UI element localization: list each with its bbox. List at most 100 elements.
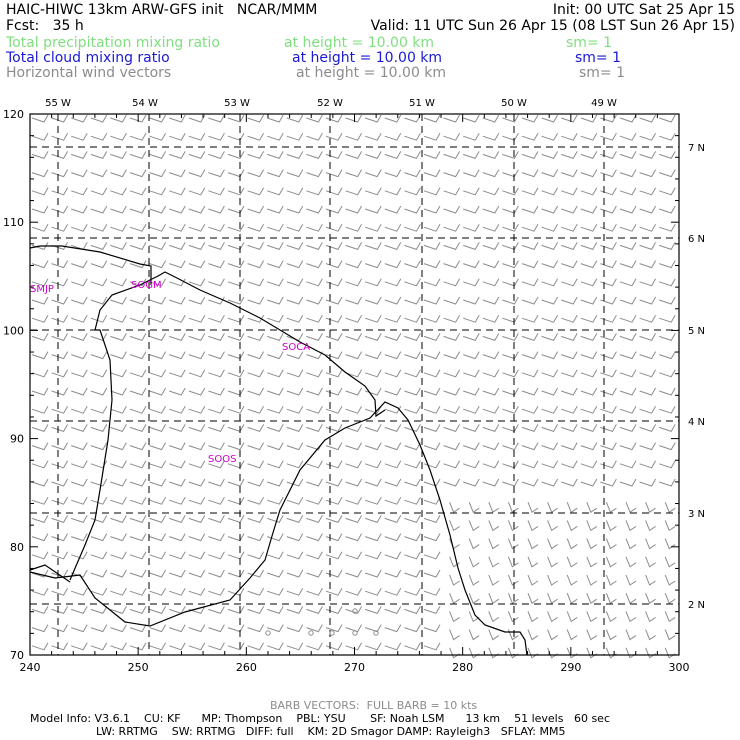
wind-barb: [188, 460, 206, 469]
wind-barb: [325, 405, 343, 414]
wind-barb: [227, 496, 245, 505]
wind-barb: [488, 502, 500, 513]
wind-barb: [404, 405, 421, 414]
wind-barb: [365, 606, 382, 615]
wind-barb: [188, 151, 206, 160]
wind-barb: [423, 369, 441, 378]
wind-barb: [521, 442, 539, 451]
wind-barb: [502, 132, 519, 141]
wind-barb: [502, 223, 519, 232]
wind-barb: [129, 515, 147, 524]
wind-barb: [580, 387, 598, 396]
wind-barb: [71, 369, 88, 378]
wind-barb: [619, 151, 637, 160]
wind-barb: [286, 624, 304, 633]
wind-barb: [208, 624, 225, 633]
wind-barb: [306, 205, 323, 214]
wind-barb: [345, 114, 363, 123]
wind-barb: [345, 587, 363, 596]
wind-barb: [325, 242, 343, 251]
wind-barb: [384, 496, 402, 505]
wind-barb: [110, 223, 127, 232]
wind-barb: [639, 369, 657, 378]
wind-barb: [625, 520, 637, 532]
wind-barb: [31, 314, 49, 323]
wind-barb: [482, 260, 500, 269]
wind-barb: [502, 296, 519, 305]
wind-barb: [267, 478, 284, 487]
wind-barb: [208, 496, 225, 505]
wind-barb: [468, 520, 480, 532]
wind-barb: [286, 533, 304, 542]
wind-barb: [502, 387, 519, 396]
wind-barb: [482, 314, 500, 323]
wind-barb: [51, 242, 69, 251]
wind-barb: [247, 569, 265, 578]
wind-barb: [227, 569, 245, 578]
wind-barb: [208, 424, 225, 433]
wind-barb: [345, 296, 363, 305]
wind-barb: [404, 624, 421, 633]
wind-barb: [90, 296, 108, 305]
wind-barb: [129, 387, 147, 396]
wind-barb: [31, 333, 49, 342]
wind-barb: [188, 369, 206, 378]
wind-barb: [129, 169, 147, 178]
wind-barb: [325, 642, 343, 651]
wind-barb: [468, 647, 480, 659]
wind-barb: [463, 387, 480, 396]
wind-barb: [71, 624, 88, 633]
wind-barb: [149, 242, 167, 251]
wind-barb: [488, 593, 500, 604]
wind-barb: [580, 460, 598, 469]
wind-barb: [208, 642, 225, 651]
wind-barb: [521, 151, 539, 160]
wind-barb: [188, 642, 206, 651]
wind-barb: [423, 151, 441, 160]
y-tick-label: 90: [10, 433, 24, 446]
wind-barb: [267, 442, 284, 451]
wind-barb: [247, 387, 265, 396]
station-labels: SMJP SOGM SOCA SOOS: [30, 280, 310, 465]
wind-barb: [423, 587, 441, 596]
wind-barb: [502, 278, 519, 287]
wind-barb: [521, 351, 539, 360]
wind-barb: [149, 442, 167, 451]
wind-barb: [482, 296, 500, 305]
wind-barb: [149, 260, 167, 269]
wind-barb: [541, 333, 559, 342]
wind-barb: [169, 278, 186, 287]
wind-barb: [502, 351, 519, 360]
wind-barb: [365, 442, 382, 451]
wind-barb: [267, 169, 284, 178]
wind-barb: [51, 551, 69, 560]
wind-barb: [247, 533, 265, 542]
wind-barb: [188, 533, 206, 542]
x-tick-label: 290: [560, 661, 581, 674]
wind-barb: [247, 624, 265, 633]
wind-barb: [110, 114, 127, 123]
wind-barb: [384, 587, 402, 596]
wind-barb: [71, 351, 88, 360]
wind-barb: [90, 533, 108, 542]
wind-barb: [247, 132, 265, 141]
wind-barb: [247, 296, 265, 305]
wind-barb: [502, 205, 519, 214]
wind-barb: [404, 569, 421, 578]
wind-barb: [227, 296, 245, 305]
wind-barb: [365, 169, 382, 178]
wind-barb: [129, 606, 147, 615]
wind-barb: [227, 387, 245, 396]
wind-barb: [423, 496, 441, 505]
wind-barb: [365, 151, 382, 160]
wind-barb: [149, 369, 167, 378]
header-valid: Valid: 11 UTC Sun 26 Apr 15 (08 LST Sun …: [370, 18, 735, 34]
wind-barb: [129, 424, 147, 433]
wind-barb: [561, 187, 578, 196]
wind-barb: [208, 223, 225, 232]
wind-barb: [325, 606, 343, 615]
wind-barb: [306, 496, 323, 505]
wind-barb: [365, 187, 382, 196]
wind-barb: [404, 387, 421, 396]
wind-barb: [561, 387, 578, 396]
